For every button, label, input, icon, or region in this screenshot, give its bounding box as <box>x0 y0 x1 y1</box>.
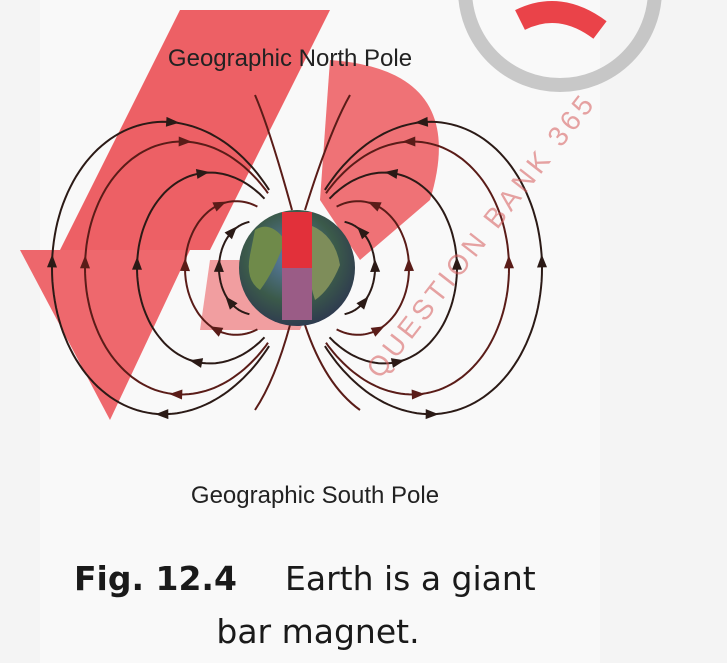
figure-number: Fig. 12.4 <box>74 559 237 598</box>
magnet-south <box>282 268 312 320</box>
caption-line: bar magnet. <box>216 612 419 651</box>
magnet-north <box>282 212 312 268</box>
north-label: Geographic North Pole <box>168 45 412 72</box>
figure: Geographic North Pole Geographic South P… <box>0 0 727 663</box>
caption-line: Earth is a giant <box>285 559 536 598</box>
earth <box>239 210 355 326</box>
south-label: Geographic South Pole <box>191 482 439 509</box>
